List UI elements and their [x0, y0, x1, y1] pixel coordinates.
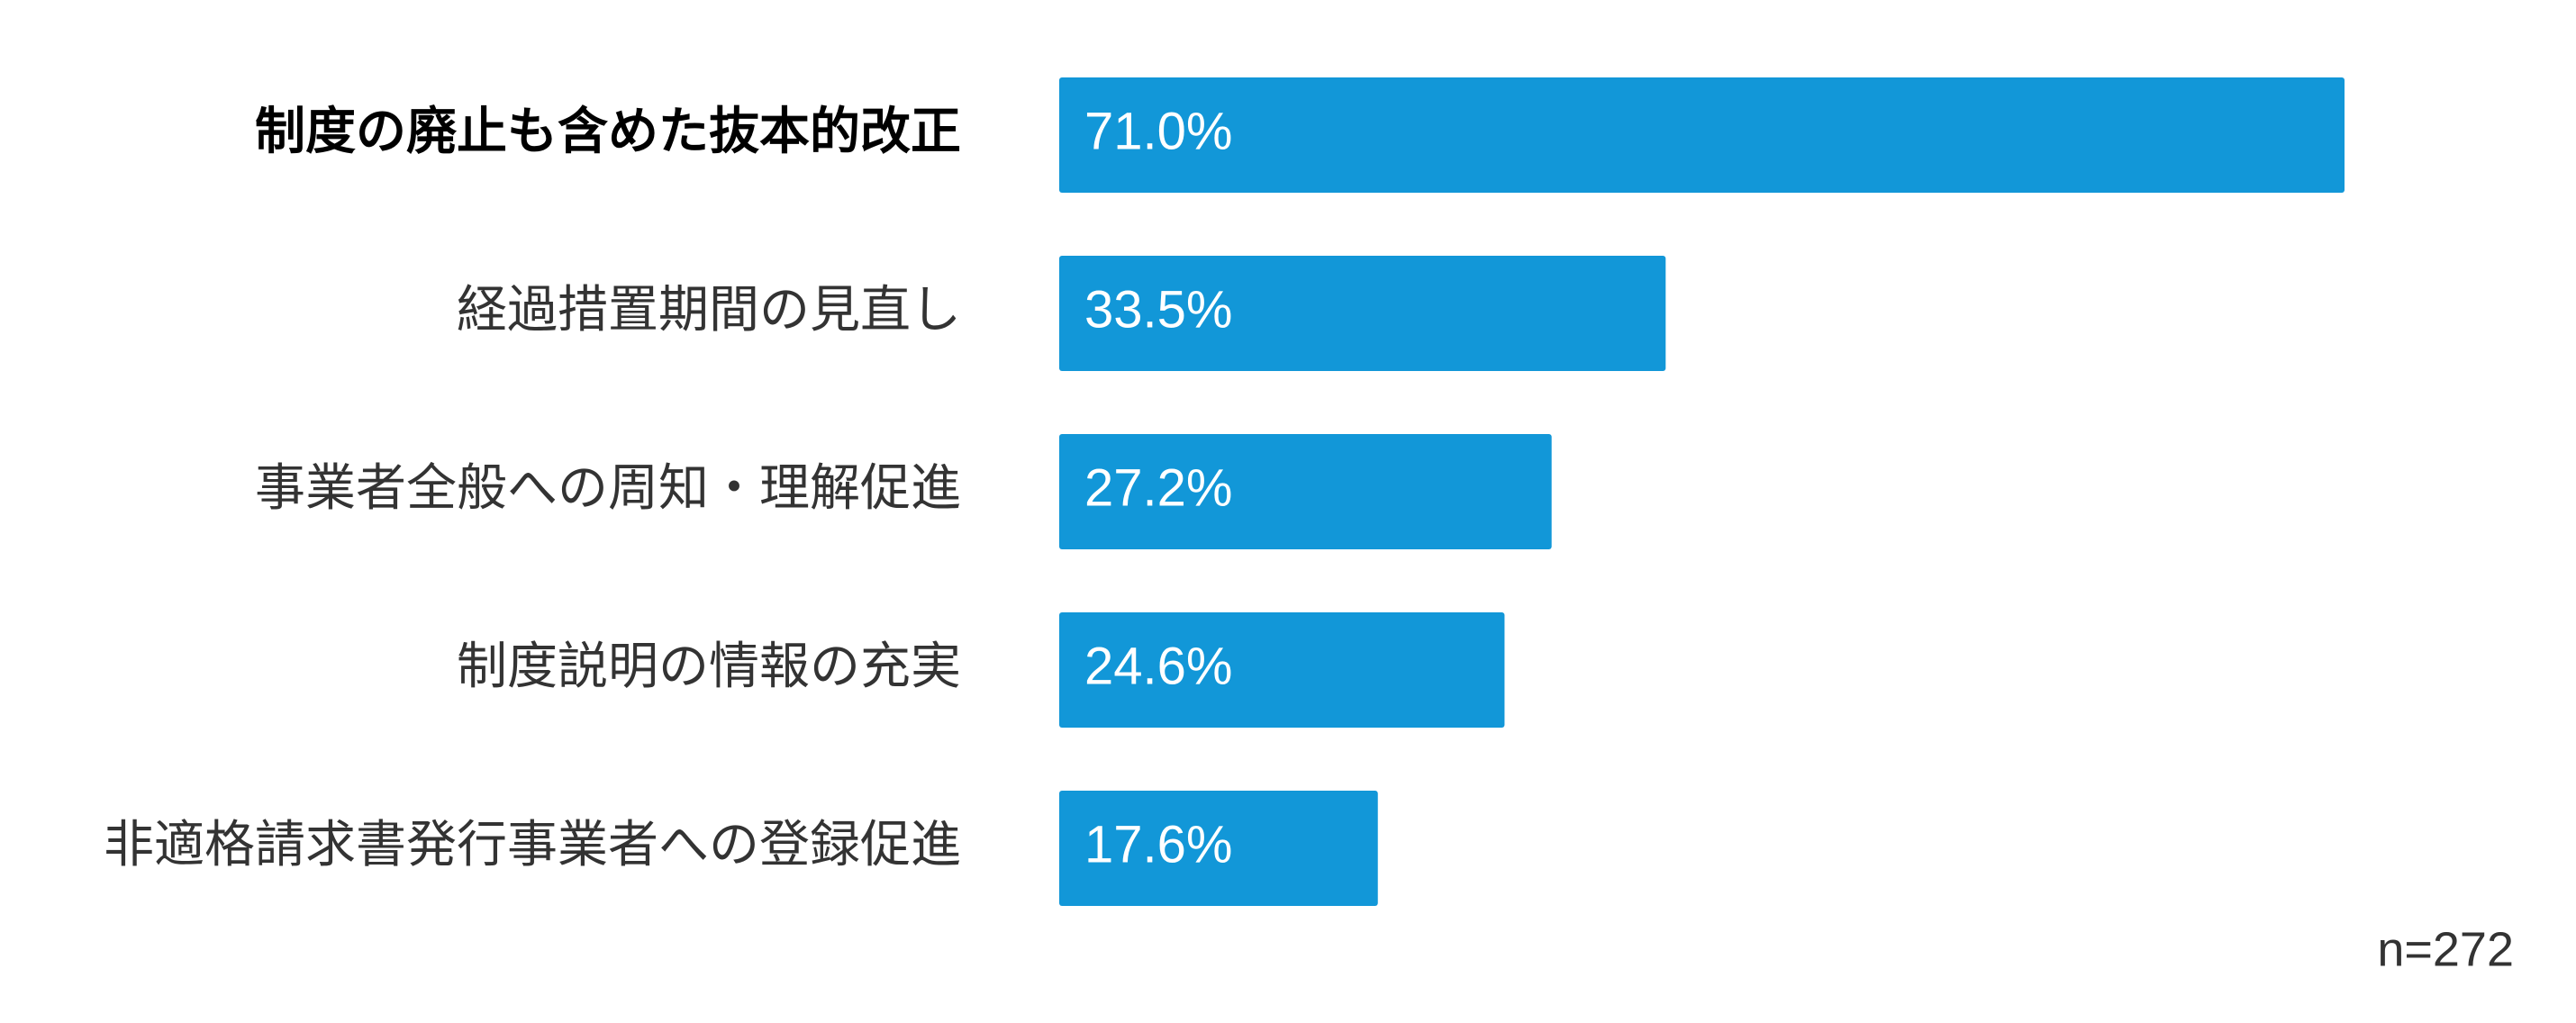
value-label: 17.6%	[1084, 815, 1232, 874]
sample-size-note: n=272	[2377, 922, 2514, 976]
bar	[1059, 256, 1666, 371]
category-label: 非適格請求書発行事業者への登録促進	[104, 816, 961, 874]
bar	[1059, 612, 1505, 728]
value-label: 71.0%	[1084, 102, 1232, 160]
category-label: 事業者全般への周知・理解促進	[255, 459, 961, 518]
bar	[1059, 77, 2345, 193]
bar	[1059, 434, 1552, 549]
bar	[1059, 791, 1378, 906]
category-label: 制度の廃止も含めた抜本的改正	[255, 103, 961, 161]
value-label: 33.5%	[1084, 280, 1232, 339]
value-label: 24.6%	[1084, 637, 1232, 695]
category-label: 経過措置期間の見直し	[457, 281, 961, 339]
category-label: 制度説明の情報の充実	[457, 638, 961, 696]
value-label: 27.2%	[1084, 458, 1232, 517]
